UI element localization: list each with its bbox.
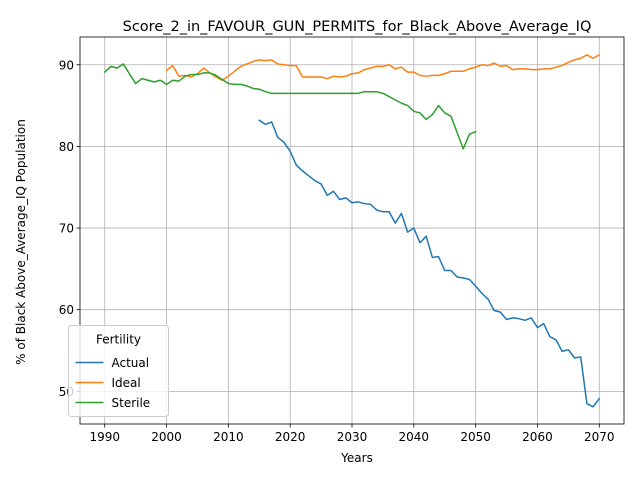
x-tick-label: 2010 [213, 430, 244, 444]
y-tick-label: 80 [59, 140, 74, 154]
y-tick-label: 90 [59, 58, 74, 72]
series-line-actual [258, 119, 601, 408]
x-tick-label: 2060 [522, 430, 553, 444]
legend-label-actual: Actual [112, 356, 150, 370]
x-tick-label: 2070 [584, 430, 615, 444]
legend-box [68, 325, 169, 417]
x-axis-label: Years [340, 451, 373, 465]
x-tick-label: 2050 [460, 430, 491, 444]
x-tick-label: 2000 [151, 430, 182, 444]
y-tick-label: 70 [59, 222, 74, 236]
y-tick-label: 60 [59, 303, 74, 317]
x-tick-label: 2030 [337, 430, 368, 444]
x-axis: 1990 2000 2010 2020 2030 2040 2050 2060 2070 [89, 424, 615, 444]
series-lines [103, 53, 601, 408]
series-line-sterile [103, 63, 477, 150]
series-line-ideal [165, 53, 601, 82]
legend-label-ideal: Ideal [112, 376, 141, 390]
legend-items: Actual Ideal Sterile [75, 356, 151, 410]
x-tick-label: 1990 [89, 430, 120, 444]
legend-title: Fertility [96, 333, 141, 347]
legend: Fertility Actual Ideal Sterile [68, 325, 169, 417]
grid [80, 37, 624, 424]
x-tick-label: 2040 [399, 430, 430, 444]
legend-label-sterile: Sterile [112, 396, 151, 410]
chart-title: Score_2_in_FAVOUR_GUN_PERMITS_for_Black_… [123, 19, 592, 35]
x-tick-label: 2020 [275, 430, 306, 444]
y-axis-label: % of Black Above_Average_IQ Population [14, 119, 28, 365]
